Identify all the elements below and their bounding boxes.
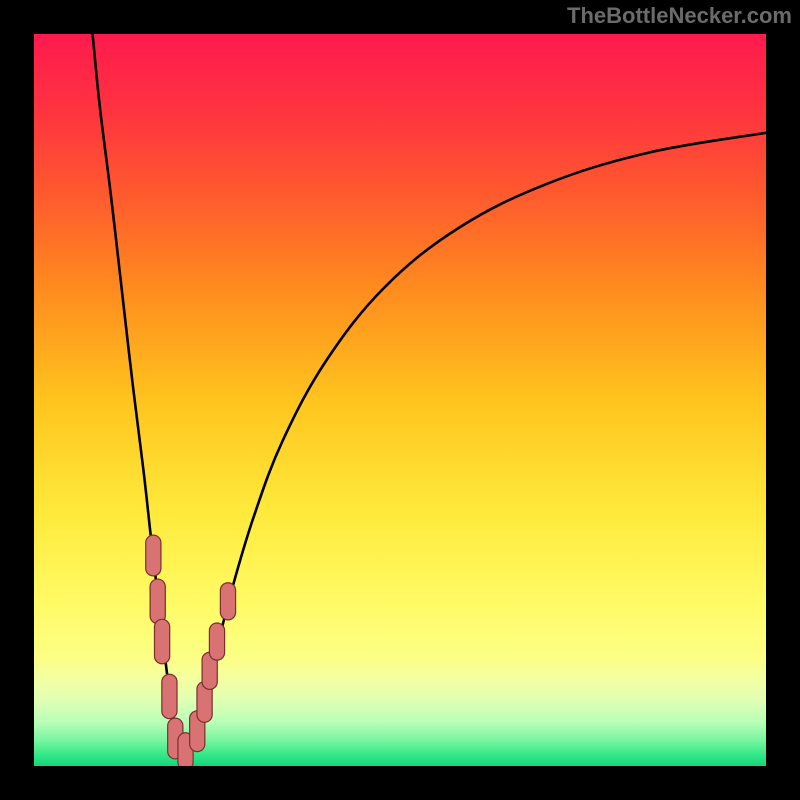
watermark-text: TheBottleNecker.com	[567, 3, 792, 29]
chart-frame: TheBottleNecker.com	[0, 0, 800, 800]
gradient-background	[34, 34, 766, 766]
plot-area	[34, 34, 766, 766]
plot-svg	[34, 34, 766, 766]
